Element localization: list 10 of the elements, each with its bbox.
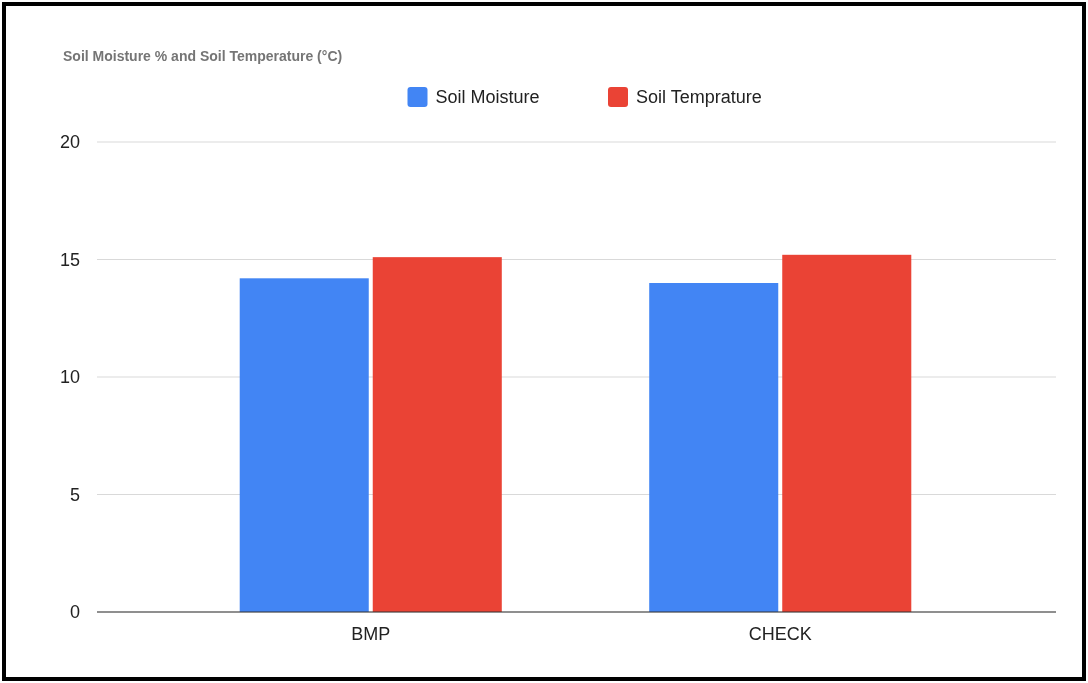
legend-label: Soil Temprature	[636, 87, 762, 108]
y-tick-label: 10	[59, 367, 80, 388]
y-tick-label: 0	[69, 602, 80, 623]
chart-title: Soil Moisture % and Soil Temperature (°C)	[63, 48, 343, 64]
y-tick-label: 5	[69, 484, 80, 505]
y-tick-label: 20	[59, 132, 80, 153]
x-tick-label: CHECK	[748, 624, 812, 644]
x-tick-label: BMP	[351, 624, 391, 644]
y-tick-label: 15	[59, 249, 80, 270]
legend-label: Soil Moisture	[435, 87, 540, 108]
